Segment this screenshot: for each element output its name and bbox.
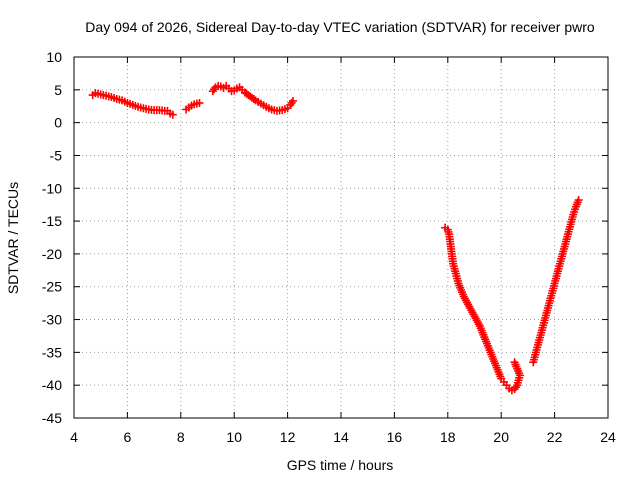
y-tick-label: -15: [42, 213, 62, 229]
y-tick-label: 5: [54, 82, 62, 98]
x-tick-label: 10: [226, 429, 242, 445]
x-tick-label: 20: [493, 429, 509, 445]
x-tick-label: 18: [440, 429, 456, 445]
x-tick-label: 14: [333, 429, 349, 445]
x-axis-label: GPS time / hours: [287, 457, 394, 473]
series-segment-2: [182, 98, 204, 114]
x-tick-label: 8: [177, 429, 185, 445]
y-tick-label: -40: [42, 377, 62, 393]
y-axis-label: SDTVAR / TECUs: [5, 182, 21, 294]
y-tick-label: 10: [46, 49, 62, 65]
y-tick-label: -30: [42, 312, 62, 328]
x-tick-label: 12: [280, 429, 296, 445]
y-tick-label: -45: [42, 410, 62, 426]
tick-labels: 4 6 8 10 12 14 16 18 20 22 24 10 5 0 -5 -10 -15 -20 -25 -30…: [42, 49, 616, 445]
y-tick-label: 0: [54, 115, 62, 131]
x-tick-label: 16: [387, 429, 403, 445]
x-tick-label: 4: [70, 429, 78, 445]
series-segment-5: [529, 196, 583, 367]
series-segment-3: [208, 81, 297, 115]
series-segment-4: [441, 223, 524, 395]
data-point: [168, 110, 177, 119]
x-tick-label: 6: [124, 429, 132, 445]
data-point: [510, 358, 519, 367]
data-point: [574, 196, 583, 205]
data-point: [195, 98, 204, 107]
data-point: [288, 96, 297, 105]
chart-title: Day 094 of 2026, Sidereal Day-to-day VTE…: [85, 19, 595, 35]
y-tick-label: -35: [42, 344, 62, 360]
x-tick-label: 22: [547, 429, 563, 445]
data-point: [249, 95, 258, 104]
x-tick-label: 24: [600, 429, 616, 445]
y-tick-label: -25: [42, 279, 62, 295]
series-segment-1: [88, 89, 177, 119]
y-tick-label: -20: [42, 246, 62, 262]
plot-frame: [73, 56, 609, 419]
grid-lines: [74, 57, 608, 418]
data-points: [88, 81, 583, 395]
y-tick-label: -10: [42, 180, 62, 196]
y-tick-label: -5: [50, 147, 63, 163]
